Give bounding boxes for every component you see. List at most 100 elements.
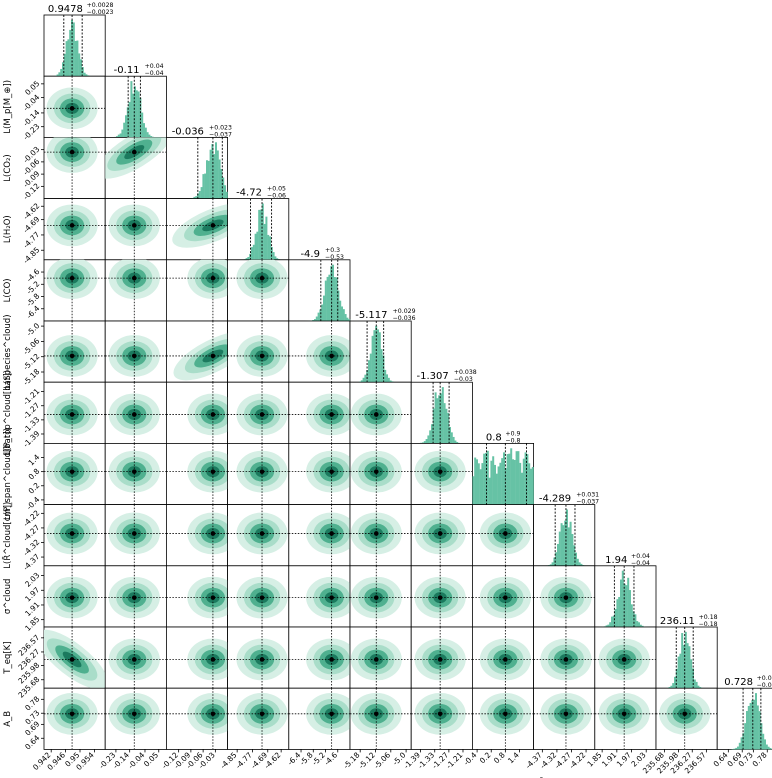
hist-bar <box>269 236 271 260</box>
median-point <box>131 531 137 536</box>
hist-bar <box>693 679 696 689</box>
contour-panel-7-6 <box>410 442 473 505</box>
median-point <box>563 657 569 662</box>
y-axis-label-7: L(P_span^cloud[bar]) <box>3 428 13 520</box>
hist-bar <box>76 40 79 77</box>
hist-bar <box>197 193 199 199</box>
hist-bar <box>135 90 138 138</box>
hist-bar <box>378 332 381 383</box>
hist-bar <box>630 604 633 627</box>
hist-bar <box>578 562 581 566</box>
hist-bar <box>342 309 345 321</box>
contour-panel-8-4 <box>288 504 351 567</box>
hist-bar <box>72 22 75 77</box>
y-axis-label-11: A_B <box>3 711 13 727</box>
hist-bar <box>335 277 338 321</box>
hist-bar <box>312 320 315 321</box>
median-point <box>210 412 216 417</box>
hist-bar <box>116 136 118 138</box>
hist-bar <box>323 295 325 321</box>
contour-panel-6-2 <box>165 381 228 444</box>
param-title-7: 0.8 <box>486 432 502 443</box>
hist-bar <box>339 300 342 321</box>
median-point <box>131 412 137 417</box>
param-plus-0: +0.0028 <box>87 2 114 9</box>
hist-bar <box>567 527 570 566</box>
median-point <box>563 711 569 717</box>
hist-bar <box>128 101 131 138</box>
contour-panel-4-0 <box>43 259 106 322</box>
median-point <box>131 353 137 359</box>
hist-bar <box>524 452 527 505</box>
hist-bar <box>443 403 446 444</box>
hist-bar <box>202 174 205 199</box>
param-plus-1: +0.04 <box>145 63 164 70</box>
hist-bar <box>526 454 529 505</box>
y-axis-label-5: L(Species^cloud) <box>3 314 13 388</box>
contour-panel-10-5 <box>349 626 412 689</box>
hist-bar <box>423 441 426 444</box>
contour-panel-9-0 <box>43 565 106 628</box>
x-tick-label: -4.85 <box>218 750 238 770</box>
param-minus-7: −0.8 <box>505 437 520 444</box>
hist-bar <box>319 309 322 321</box>
hist-bar <box>391 381 394 383</box>
y-tick-label: 1.97 <box>23 585 41 603</box>
hist-bar <box>476 459 478 505</box>
contour-panel-9-1 <box>104 565 167 628</box>
x-tick-label: -4.77 <box>234 750 254 770</box>
hist-bar <box>760 723 763 750</box>
median-point <box>259 353 265 359</box>
param-plus-9: +0.04 <box>631 553 650 560</box>
median-point <box>131 711 137 717</box>
median-point <box>69 106 75 111</box>
contour-panel-10-9 <box>594 626 657 689</box>
param-plus-4: +0.3 <box>325 247 340 254</box>
hist-bar <box>684 631 687 689</box>
hist-bar <box>326 276 329 321</box>
hist-bar <box>265 216 268 260</box>
hist-bar <box>690 659 693 689</box>
hist-bar <box>767 746 770 750</box>
hist-bar <box>263 223 266 260</box>
hist-panel-3 <box>227 198 290 261</box>
param-minus-8: −0.037 <box>576 499 599 506</box>
median-point <box>621 657 627 662</box>
hist-bar <box>486 450 489 505</box>
param-title-11: 0.728 <box>724 677 753 688</box>
hist-bar <box>477 463 480 505</box>
hist-bar <box>755 693 757 750</box>
hist-bar <box>668 686 671 689</box>
hist-bar <box>321 304 324 321</box>
hist-bar <box>222 177 225 199</box>
y-tick-label: 1.85 <box>23 615 41 633</box>
hist-bar <box>78 53 81 77</box>
param-minus-2: −0.037 <box>209 131 232 138</box>
x-tick-label: 1.91 <box>600 750 618 768</box>
param-plus-2: +0.023 <box>209 124 232 131</box>
hist-bar <box>522 458 525 505</box>
median-point <box>373 595 379 600</box>
hist-bar <box>422 442 424 444</box>
median-point <box>210 711 216 717</box>
median-point <box>373 412 379 417</box>
contour-panel-9-8 <box>533 565 596 628</box>
contour-panel-8-5 <box>349 504 412 567</box>
median-point <box>503 711 508 717</box>
hist-bar <box>209 149 212 199</box>
param-minus-1: −0.04 <box>145 70 164 77</box>
median-point <box>210 595 216 600</box>
hist-bar <box>456 442 459 444</box>
x-tick-label: 1.97 <box>615 750 633 768</box>
hist-bar <box>528 463 531 505</box>
hist-bar <box>211 144 214 199</box>
y-axis-label-9: σ^cloud <box>3 579 13 615</box>
median-point <box>131 275 137 281</box>
hist-bar <box>510 448 513 505</box>
hist-bar <box>337 290 340 321</box>
median-point <box>373 711 379 717</box>
hist-bar <box>429 430 432 444</box>
hist-bar <box>758 711 761 750</box>
hist-bar <box>495 473 498 505</box>
